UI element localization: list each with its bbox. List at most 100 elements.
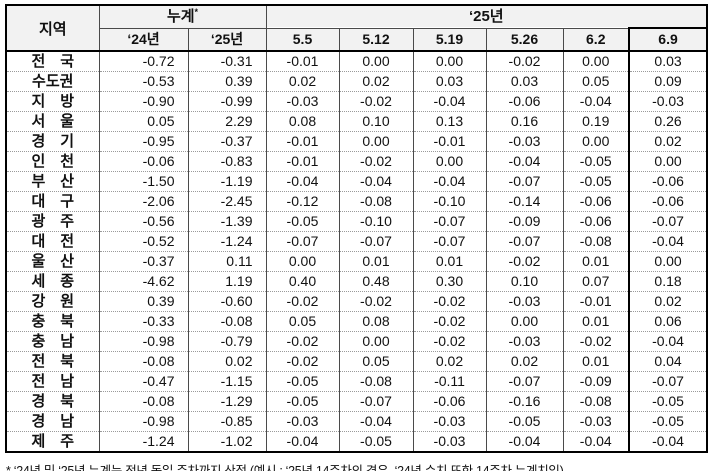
value-cell: -0.07 [412,211,486,232]
table-row: 전 국 -0.72 -0.31 -0.01 0.00 0.00 -0.02 0.… [5,50,708,72]
value-cell: -0.02 [412,311,486,332]
value-cell: -0.04 [412,91,486,112]
table-header: 지역 누계* ‘25년 ‘24년 ‘25년 5.5 5.12 5.19 5.26… [5,5,708,52]
value-cell: -0.08 [562,231,629,252]
value-cell: 0.48 [338,271,413,292]
value-cell: 0.10 [485,271,563,292]
value-cell: -0.06 [627,191,708,212]
region-cell: 전 북 [5,351,99,372]
region-cell: 충 북 [5,311,99,332]
table-row: 지 방 -0.90 -0.99 -0.03 -0.02 -0.04 -0.06 … [5,91,708,112]
value-cell: 0.02 [627,131,708,152]
value-cell: -0.95 [98,131,188,152]
table-row: 부 산 -1.50 -1.19 -0.04 -0.04 -0.04 -0.07 … [5,171,708,192]
region-cell: 대 전 [5,231,99,252]
value-cell: -0.05 [562,171,629,192]
value-cell: -0.04 [627,331,708,352]
cumulative-group-header: 누계* [98,5,266,29]
value-cell: -0.99 [187,91,266,112]
value-cell: -0.14 [485,191,563,212]
value-cell: -0.08 [562,391,629,412]
header-row-sub: ‘24년 ‘25년 5.5 5.12 5.19 5.26 6.2 6.9 [6,27,708,52]
table-row: 전 북 -0.08 0.02 -0.02 0.05 0.02 0.02 0.01… [5,351,708,372]
value-cell: -0.98 [98,411,188,432]
table-row: 경 남 -0.98 -0.85 -0.03 -0.04 -0.03 -0.05 … [5,411,708,432]
value-cell: -0.03 [265,91,339,112]
region-cell: 부 산 [5,171,99,192]
value-cell: -0.07 [412,231,486,252]
value-cell: -0.09 [562,371,629,392]
value-cell: -0.11 [412,371,486,392]
value-cell: -0.03 [412,411,486,432]
region-cell: 강 원 [5,291,99,312]
subheader-week-6-9: 6.9 [627,27,708,52]
value-cell: -0.04 [562,431,629,452]
table-row: 수도권 -0.53 0.39 0.02 0.02 0.03 0.03 0.05 … [5,71,708,92]
value-cell: -0.04 [485,431,563,452]
value-cell: -0.08 [98,351,188,372]
value-cell: -0.02 [265,291,339,312]
value-cell: -0.03 [485,131,563,152]
subheader-week-5-5: 5.5 [265,28,339,52]
value-cell: -0.05 [265,371,339,392]
value-cell: -0.72 [98,50,188,72]
value-cell: 0.00 [338,331,413,352]
value-cell: -0.04 [627,231,708,252]
value-cell: -0.02 [562,331,629,352]
value-cell: 0.00 [338,131,413,152]
value-cell: -0.06 [98,151,188,172]
table-row: 충 남 -0.98 -0.79 -0.02 0.00 -0.02 -0.03 -… [5,331,708,352]
value-cell: 0.00 [562,50,629,72]
value-cell: -0.07 [338,231,413,252]
value-cell: -0.85 [187,411,266,432]
value-cell: -0.08 [98,391,188,412]
value-cell: -0.04 [265,171,339,192]
subheader-week-5-26: 5.26 [485,28,563,52]
value-cell: -0.33 [98,311,188,332]
value-cell: 0.02 [187,351,266,372]
region-cell: 전 남 [5,371,99,392]
value-cell: -0.37 [187,131,266,152]
value-cell: 0.05 [562,71,629,92]
region-cell: 울 산 [5,251,99,272]
region-cell: 충 남 [5,331,99,352]
value-cell: -0.04 [412,171,486,192]
year25-group-header: ‘25년 [265,5,708,29]
value-cell: -0.47 [98,371,188,392]
value-cell: -4.62 [98,271,188,292]
region-cell: 대 구 [5,191,99,212]
value-cell: 0.02 [412,351,486,372]
value-cell: -0.06 [485,91,563,112]
value-cell: -0.03 [627,91,708,112]
value-cell: -0.06 [562,191,629,212]
value-cell: -0.56 [98,211,188,232]
value-cell: 0.40 [265,271,339,292]
value-cell: -0.53 [98,71,188,92]
value-cell: -0.04 [338,171,413,192]
value-cell: 0.00 [627,251,708,272]
value-cell: -2.45 [187,191,266,212]
value-cell: -1.19 [187,171,266,192]
region-cell: 세 종 [5,271,99,292]
table-row: 인 천 -0.06 -0.83 -0.01 -0.02 0.00 -0.04 -… [5,151,708,172]
value-cell: 0.00 [485,311,563,332]
value-cell: -0.83 [187,151,266,172]
value-cell: -1.50 [98,171,188,192]
value-cell: -0.04 [485,151,563,172]
value-cell: -0.07 [265,231,339,252]
value-cell: -0.04 [265,431,339,452]
value-cell: -0.12 [265,191,339,212]
value-cell: -0.06 [412,391,486,412]
region-cell: 인 천 [5,151,99,172]
value-cell: -0.03 [265,411,339,432]
value-cell: 0.03 [485,71,563,92]
value-cell: -0.06 [627,171,708,192]
value-cell: 0.05 [265,311,339,332]
value-cell: 0.00 [627,151,708,172]
value-cell: -0.02 [265,331,339,352]
value-cell: -0.07 [627,211,708,232]
value-cell: -0.07 [627,371,708,392]
value-cell: 1.19 [187,271,266,292]
value-cell: 0.16 [485,111,563,132]
table-row: 전 남 -0.47 -1.15 -0.05 -0.08 -0.11 -0.07 … [5,371,708,392]
